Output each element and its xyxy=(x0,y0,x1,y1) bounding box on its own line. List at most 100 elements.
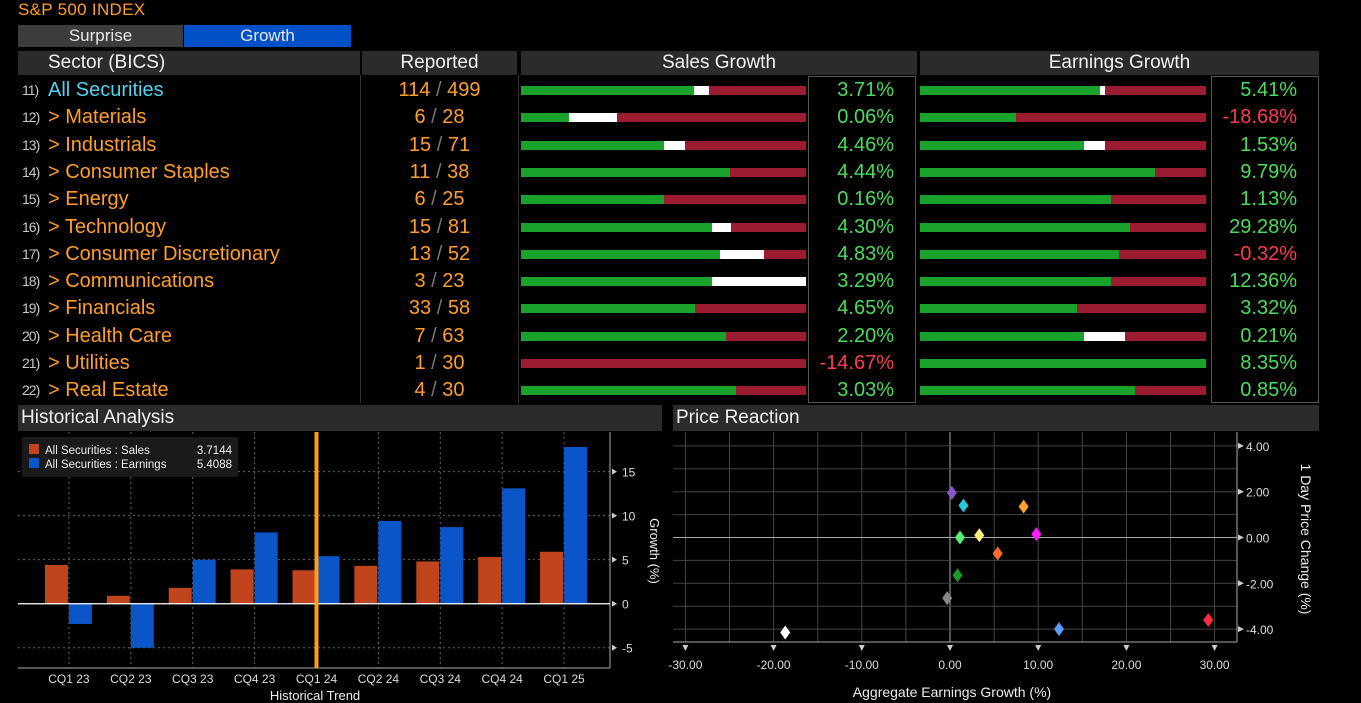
x-tick-label: CQ3 23 xyxy=(172,672,214,686)
sector-name[interactable]: > Materials xyxy=(48,106,147,129)
beat-segment xyxy=(521,304,695,314)
sales-growth-value: 3.29% xyxy=(837,270,894,293)
earnings-surprise-bar xyxy=(920,277,1206,287)
header-sector[interactable]: Sector (BICS) xyxy=(18,51,360,75)
sector-row[interactable]: 14) > Consumer Staples 11 / 38 4.44% 9.7… xyxy=(18,159,1320,186)
row-number: 13) xyxy=(22,136,40,153)
earnings-growth-value: 29.28% xyxy=(1229,215,1297,238)
sales-surprise-bar xyxy=(521,140,806,150)
y-tick-label: 15 xyxy=(622,466,636,480)
tick-marker xyxy=(1238,534,1244,541)
sector-name[interactable]: > Technology xyxy=(48,215,167,238)
historical-analysis-header: Historical Analysis xyxy=(18,405,662,431)
sector-row[interactable]: 16) > Technology 15 / 81 4.30% 29.28% xyxy=(18,214,1320,241)
sales-bar xyxy=(478,557,502,604)
x-tick-label: CQ1 23 xyxy=(48,672,90,686)
y-tick-label: -2.00 xyxy=(1246,577,1274,591)
inline-segment xyxy=(568,113,617,123)
reported-value: 3 xyxy=(414,270,426,293)
earnings-growth-value: 12.36% xyxy=(1229,270,1297,293)
sector-name[interactable]: > Communications xyxy=(48,270,215,293)
tick-marker xyxy=(612,468,617,475)
sector-name[interactable]: > Energy xyxy=(48,188,129,211)
sector-row[interactable]: 19) > Financials 33 / 58 4.65% 3.32% xyxy=(18,295,1320,322)
reported-count: 15 / 81 xyxy=(408,215,471,238)
header-earnings-growth[interactable]: Earnings Growth xyxy=(920,51,1319,75)
row-number: 19) xyxy=(22,300,40,317)
sales-value-box xyxy=(808,76,916,403)
beat-segment xyxy=(920,386,1136,396)
inline-segment xyxy=(693,86,710,95)
sector-name[interactable]: > Utilities xyxy=(48,352,130,374)
sales-surprise-bar xyxy=(521,331,806,341)
earnings-growth-value: 0.21% xyxy=(1240,324,1297,347)
tick-marker xyxy=(1211,645,1218,651)
sales-surprise-bar xyxy=(521,167,806,177)
sector-name[interactable]: > Industrials xyxy=(48,133,157,156)
sector-row[interactable]: 12) > Materials 6 / 28 0.06% -18.68% xyxy=(18,104,1320,131)
tab-surprise[interactable]: Surprise xyxy=(18,25,183,47)
earnings-bar xyxy=(564,446,588,604)
row-number: 17) xyxy=(22,245,40,262)
y-tick-label: -4.00 xyxy=(1246,623,1274,637)
y-tick-label: 5 xyxy=(622,554,629,568)
sector-name[interactable]: > Financials xyxy=(48,297,156,320)
sector-name[interactable]: > Consumer Staples xyxy=(48,160,230,183)
x-tick-label: CQ2 23 xyxy=(110,672,152,686)
x-tick-label: CQ2 24 xyxy=(358,672,400,686)
sales-surprise-bar xyxy=(521,359,806,368)
x-tick-label: 30.00 xyxy=(1200,658,1230,672)
total-value: 28 xyxy=(442,106,465,129)
total-value: 71 xyxy=(447,133,471,156)
sector-name[interactable]: > Real Estate xyxy=(48,379,169,402)
row-number: 16) xyxy=(22,218,40,235)
earnings-growth-value: 1.53% xyxy=(1240,133,1297,156)
beat-segment xyxy=(920,140,1084,150)
earnings-bar xyxy=(254,532,278,604)
sector-name[interactable]: > Consumer Discretionary xyxy=(48,242,280,265)
earnings-growth-value: -18.68% xyxy=(1222,106,1298,129)
inline-segment xyxy=(1083,331,1125,341)
sales-surprise-bar xyxy=(521,195,806,205)
sector-row[interactable]: 13) > Industrials 15 / 71 4.46% 1.53% xyxy=(18,132,1320,159)
sector-row[interactable]: 22) > Real Estate 4 / 30 3.03% 0.85% xyxy=(18,377,1320,404)
legend-box xyxy=(22,437,238,477)
earnings-bar xyxy=(316,556,340,604)
sector-row[interactable]: 18) > Communications 3 / 23 3.29% 12.36% xyxy=(18,268,1320,295)
beat-segment xyxy=(920,195,1112,205)
sector-row[interactable]: 17) > Consumer Discretionary 13 / 52 4.8… xyxy=(18,241,1320,268)
earnings-growth-value: 0.85% xyxy=(1240,379,1297,402)
column-divider xyxy=(360,75,361,403)
earnings-surprise-bar xyxy=(920,386,1206,396)
earnings-bar xyxy=(68,603,92,624)
sector-row[interactable]: 11) All Securities 114 / 499 3.71% 5.41% xyxy=(18,77,1320,104)
header-reported[interactable]: Reported xyxy=(362,51,517,75)
total-value: 81 xyxy=(447,215,471,238)
sales-surprise-bar xyxy=(521,277,806,287)
sector-row[interactable]: 20) > Health Care 7 / 63 2.20% 0.21% xyxy=(18,323,1320,350)
header-sales-growth[interactable]: Sales Growth xyxy=(521,51,917,75)
beat-segment xyxy=(920,167,1156,177)
sales-growth-value: 0.06% xyxy=(837,106,894,129)
sector-name[interactable]: All Securities xyxy=(48,79,164,101)
tick-marker xyxy=(1238,580,1244,587)
data-point xyxy=(1031,527,1042,542)
beat-segment xyxy=(920,249,1120,259)
tab-growth[interactable]: Growth xyxy=(184,25,351,47)
index-title: S&P 500 INDEX xyxy=(18,0,146,19)
earnings-growth-value: 8.35% xyxy=(1240,352,1297,374)
total-value: 25 xyxy=(442,188,465,211)
sector-name[interactable]: > Health Care xyxy=(48,324,172,347)
inline-segment xyxy=(711,277,806,287)
reported-count: 3 / 23 xyxy=(414,270,465,293)
x-tick-label: -10.00 xyxy=(845,658,879,672)
reported-value: 6 xyxy=(414,188,426,211)
sales-bar xyxy=(416,561,440,604)
row-number: 20) xyxy=(22,327,40,344)
sector-row[interactable]: 21) > Utilities 1 / 30 -14.67% 8.35% xyxy=(18,350,1320,377)
historical-bar-chart: -5 0 5 10 15 CQ1 23 CQ2 23 CQ3 23 CQ4 23 CQ1 24 CQ… xyxy=(18,432,662,703)
beat-segment xyxy=(521,167,730,177)
sector-row[interactable]: 15) > Energy 6 / 25 0.16% 1.13% xyxy=(18,186,1320,213)
tick-marker xyxy=(1238,442,1244,449)
sales-growth-value: -14.67% xyxy=(819,352,895,374)
